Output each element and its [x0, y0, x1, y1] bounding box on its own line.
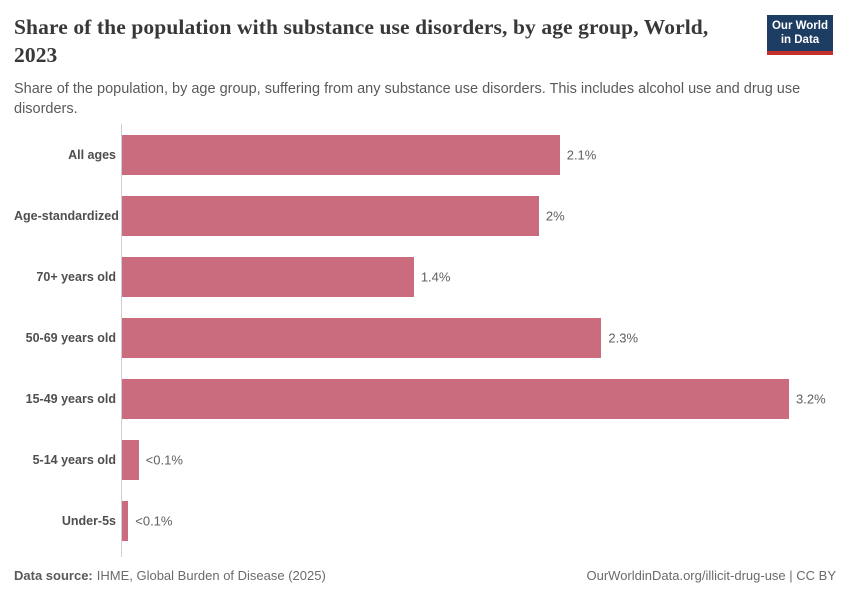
bar[interactable] — [122, 378, 789, 419]
bar-rows: All ages 2.1% Age-standardized 2% 70+ years … — [14, 124, 836, 551]
bar-row: 70+ years old 1.4% — [14, 246, 836, 307]
owid-logo-line2: in Data — [780, 34, 820, 47]
bar-track: <0.1% — [121, 439, 836, 480]
chart-title: Share of the population with substance u… — [14, 15, 709, 67]
bar-track: 2% — [121, 195, 836, 236]
bar[interactable] — [122, 256, 414, 297]
y-axis-line — [121, 124, 122, 557]
bar[interactable] — [122, 500, 129, 541]
data-source-label: Data source: — [14, 568, 93, 583]
bar[interactable] — [122, 317, 602, 358]
category-label: Age-standardized — [14, 208, 119, 223]
bar-track: 3.2% — [121, 378, 836, 419]
category-label: 50-69 years old — [25, 330, 116, 345]
value-label: 2% — [545, 208, 565, 223]
chart-footer: Data source: IHME, Global Burden of Disea… — [14, 568, 836, 583]
data-source: Data source: IHME, Global Burden of Disea… — [14, 568, 326, 583]
category-label: Under-5s — [61, 513, 116, 528]
owid-logo: Our World in Data — [767, 15, 833, 55]
data-source-value: IHME, Global Burden of Disease (2025) — [96, 568, 326, 583]
bar[interactable] — [122, 195, 539, 236]
bar-track: 1.4% — [121, 256, 836, 297]
value-label: 2.1% — [566, 147, 597, 162]
owid-logo-line1: Our World — [771, 20, 828, 32]
value-label: 3.2% — [796, 391, 826, 406]
category-label: 70+ years old — [36, 269, 116, 284]
chart-subtitle: Share of the population, by age group, s… — [14, 80, 801, 117]
bar[interactable] — [122, 134, 560, 175]
bar-row: Age-standardized 2% — [14, 185, 836, 246]
bar-row: 15-49 years old 3.2% — [14, 368, 836, 429]
bar-row: All ages 2.1% — [14, 124, 836, 185]
bar-chart: All ages 2.1% Age-standardized 2% 70+ years … — [14, 124, 836, 557]
chart-header: Share of the population with substance u… — [14, 14, 836, 119]
category-label: 15-49 years old — [25, 391, 116, 406]
category-label: 5-14 years old — [32, 452, 116, 467]
bar-row: Under-5s <0.1% — [14, 490, 836, 551]
value-label: 2.3% — [608, 330, 639, 345]
value-label: 1.4% — [420, 269, 451, 284]
license-link[interactable]: OurWorldinData.org/illicit-drug-use | CC… — [586, 568, 837, 583]
bar-track: 2.1% — [121, 134, 836, 175]
value-label: <0.1% — [135, 513, 173, 528]
bar-row: 5-14 years old <0.1% — [14, 429, 836, 490]
value-label: <0.1% — [145, 452, 183, 467]
bar-row: 50-69 years old 2.3% — [14, 307, 836, 368]
bar-track: 2.3% — [121, 317, 836, 358]
bar-track: <0.1% — [121, 500, 836, 541]
category-label: All ages — [68, 147, 116, 162]
bar[interactable] — [122, 439, 139, 480]
